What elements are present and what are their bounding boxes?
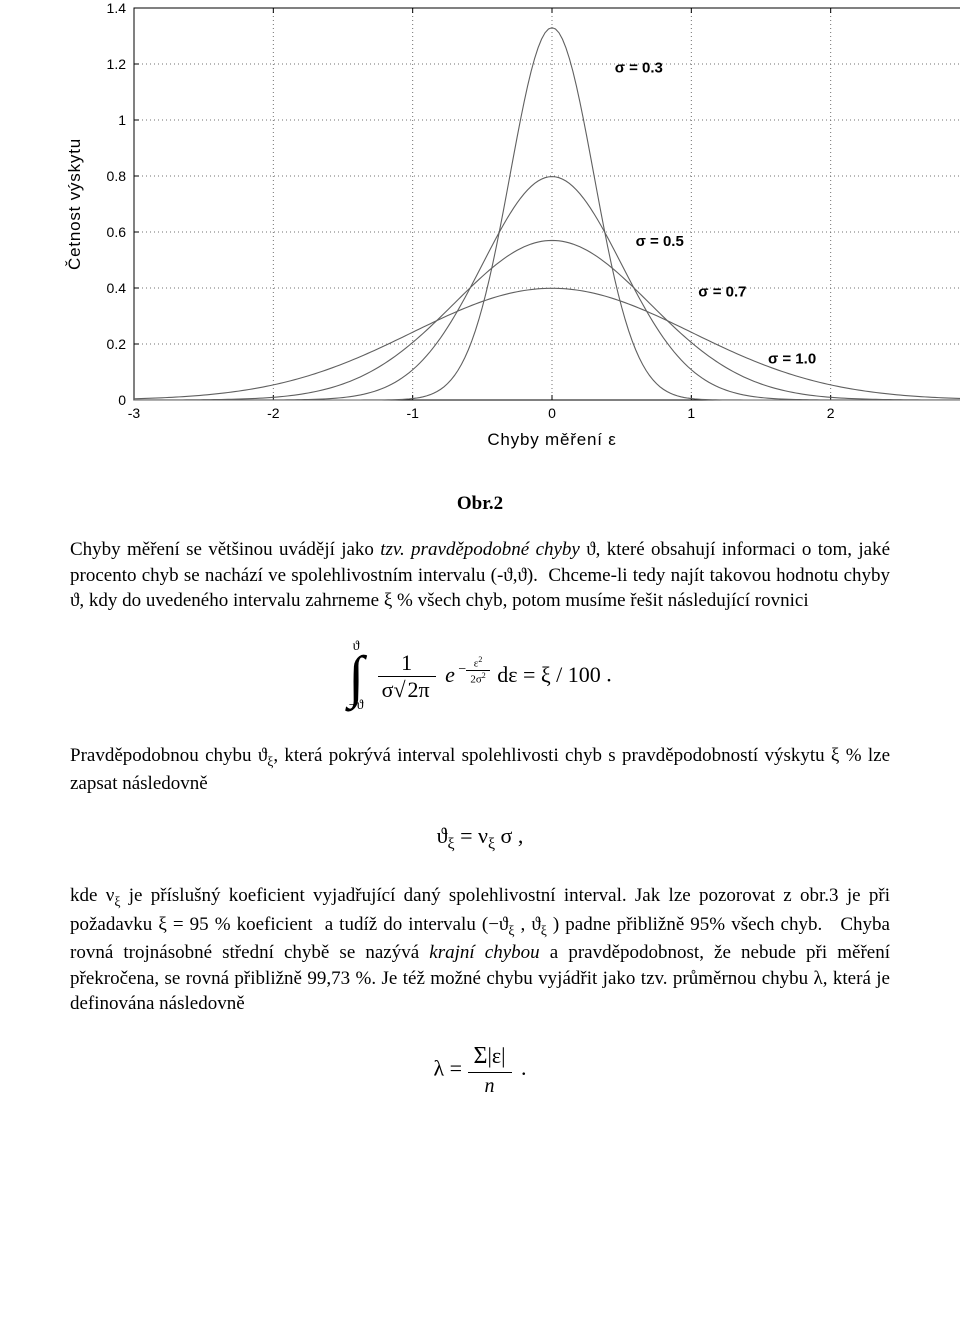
svg-text:1.4: 1.4 <box>107 0 127 16</box>
svg-text:1: 1 <box>118 112 126 128</box>
svg-text:1: 1 <box>687 405 695 421</box>
paragraph-2: Pravděpodobnou chybu ϑξ, která pokrývá i… <box>70 743 890 797</box>
svg-text:Četnost výskytu: Četnost výskytu <box>65 138 84 270</box>
svg-text:1.2: 1.2 <box>107 56 127 72</box>
svg-text:Chyby měření ε: Chyby měření ε <box>487 430 616 449</box>
equation-theta: ϑξ = νξ σ , <box>70 823 890 853</box>
svg-text:σ = 0.5: σ = 0.5 <box>636 233 684 250</box>
svg-text:0.2: 0.2 <box>107 336 127 352</box>
svg-text:σ = 0.7: σ = 0.7 <box>698 283 746 300</box>
chart-svg: -3-2-1012300.20.40.60.811.21.4Chyby měře… <box>50 0 960 470</box>
paragraph-3: kde νξ je příslušný koeficient vyjadřují… <box>70 883 890 1016</box>
svg-text:2: 2 <box>827 405 835 421</box>
figure-caption: Obr.2 <box>70 493 890 515</box>
equation-integral: ϑ ∫ −ϑ 1 σ√2π e −ε22σ2 dε = ξ / 100 . <box>70 640 890 713</box>
svg-text:0: 0 <box>548 405 556 421</box>
svg-text:-2: -2 <box>267 405 280 421</box>
svg-text:σ = 1.0: σ = 1.0 <box>768 351 816 368</box>
svg-text:σ = 0.3: σ = 0.3 <box>615 59 663 76</box>
svg-text:-1: -1 <box>406 405 419 421</box>
equation-lambda: λ = Σ|ε| n . <box>70 1043 890 1098</box>
paragraph-1: Chyby měření se většinou uvádějí jako tz… <box>70 537 890 614</box>
gaussian-curves-chart: -3-2-1012300.20.40.60.811.21.4Chyby měře… <box>50 0 890 475</box>
svg-text:-3: -3 <box>128 405 141 421</box>
svg-text:0.4: 0.4 <box>107 280 127 296</box>
svg-text:0: 0 <box>118 392 126 408</box>
svg-text:0.8: 0.8 <box>107 168 127 184</box>
svg-text:0.6: 0.6 <box>107 224 127 240</box>
